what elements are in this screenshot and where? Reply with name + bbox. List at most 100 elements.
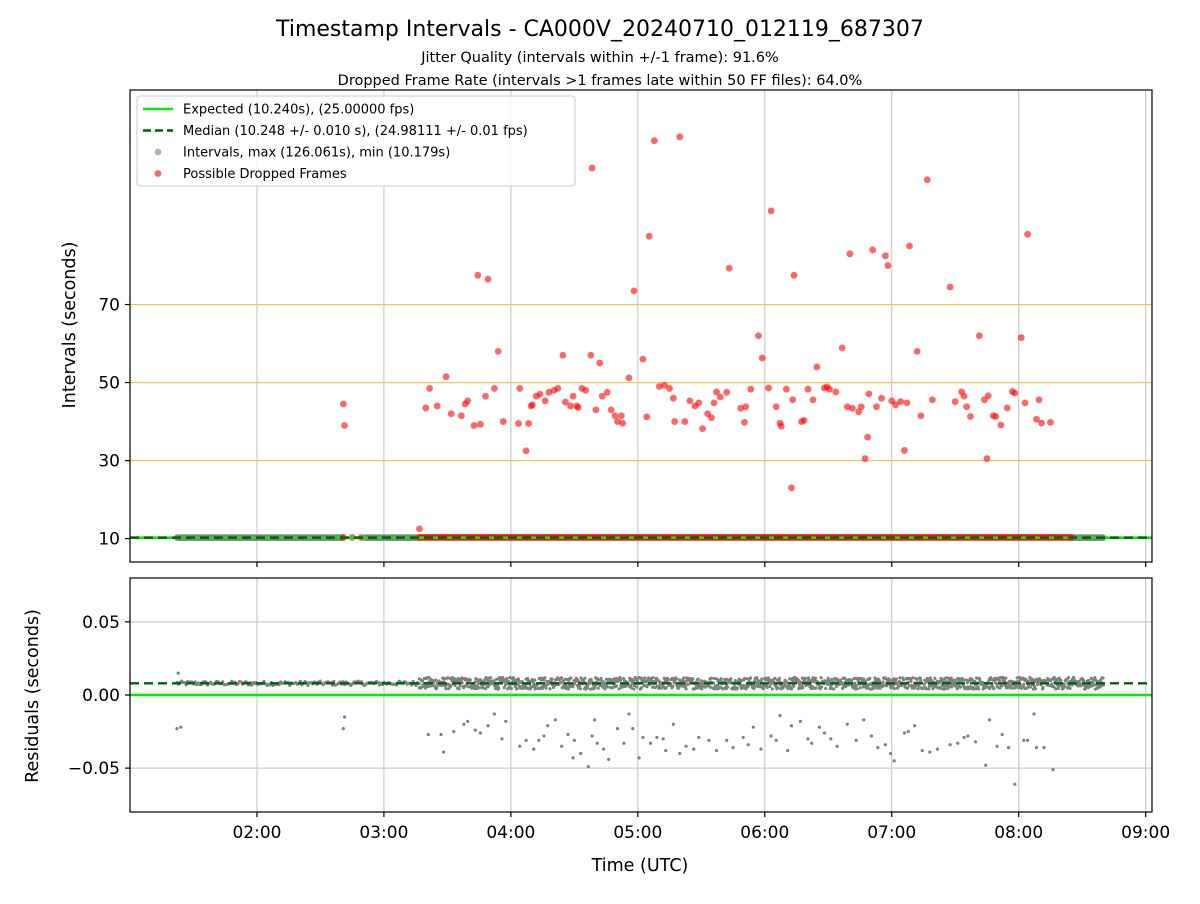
- residual-point: [1101, 676, 1105, 680]
- residual-point: [686, 682, 690, 686]
- dropped-frame-point: [625, 374, 633, 382]
- dropped-frame-point: [992, 413, 1000, 420]
- dropped-frame-point: [447, 410, 455, 418]
- residual-point: [176, 671, 180, 675]
- residual-point: [657, 686, 661, 691]
- residual-point: [666, 678, 670, 682]
- residual-point: [888, 751, 893, 756]
- residual-point: [650, 685, 655, 689]
- dropped-frame-point: [426, 385, 434, 392]
- residual-point: [935, 747, 940, 751]
- dropped-frame-point: [536, 390, 544, 398]
- dropped-frame-point: [541, 397, 549, 405]
- residual-point: [696, 677, 700, 681]
- residual-point: [602, 681, 606, 685]
- dropped-frame-point: [767, 207, 775, 215]
- legend-box: [136, 95, 576, 187]
- dropped-frame-point: [617, 412, 625, 420]
- residual-point: [835, 744, 839, 748]
- residual-point: [572, 738, 576, 742]
- residual-point: [595, 741, 599, 745]
- residual-point: [777, 676, 782, 680]
- residual-point: [578, 687, 583, 691]
- y-tick-label: −0.05: [68, 759, 120, 779]
- residual-point: [1013, 782, 1017, 786]
- y-tick-label: 50: [98, 374, 120, 394]
- residual-point: [822, 731, 827, 735]
- residual-point: [468, 678, 472, 682]
- dropped-frame-point: [892, 401, 899, 409]
- residual-point: [746, 743, 750, 747]
- residual-point: [615, 727, 620, 731]
- x-tick-label: 06:00: [740, 823, 789, 843]
- residual-point: [1015, 676, 1019, 680]
- residual-point: [943, 687, 947, 691]
- dropped-frame-point: [676, 133, 684, 141]
- dropped-frame-point: [482, 392, 489, 400]
- residual-point: [744, 687, 748, 691]
- residual-point: [502, 685, 506, 690]
- residual-point: [1042, 746, 1046, 750]
- residual-point: [492, 679, 496, 683]
- residual-point: [457, 687, 461, 691]
- residual-point: [571, 756, 575, 760]
- residual-point: [446, 676, 450, 680]
- dropped-frame-point: [800, 417, 808, 424]
- dropped-frame-point: [1003, 404, 1011, 412]
- residual-point: [765, 685, 769, 690]
- dropped-frame-point: [857, 403, 865, 411]
- dropped-frame-point: [804, 385, 812, 393]
- residual-point: [524, 738, 528, 742]
- dropped-frame-point: [951, 398, 959, 406]
- residual-point: [546, 724, 550, 728]
- dropped-frame-point: [499, 418, 507, 425]
- residual-point: [1063, 684, 1067, 688]
- dropped-frame-point: [695, 399, 703, 407]
- dropped-frame-point: [592, 406, 600, 414]
- dropped-frame-point: [865, 390, 873, 398]
- residual-point: [715, 683, 720, 687]
- residual-point: [707, 738, 711, 742]
- residual-point: [414, 683, 418, 688]
- residual-point: [999, 684, 1004, 688]
- dropped-frame-point: [832, 388, 840, 396]
- residual-point: [869, 734, 874, 738]
- residual-point: [881, 680, 885, 684]
- residual-point: [1054, 687, 1058, 691]
- dropped-frame-point: [416, 525, 423, 533]
- dropped-frame-point: [917, 412, 925, 420]
- residual-point: [844, 678, 849, 682]
- dropped-frame-point: [997, 421, 1005, 429]
- dropped-frame-point: [686, 397, 694, 405]
- dropped-frame-point: [755, 332, 762, 340]
- residual-point: [817, 725, 821, 729]
- residual-point: [918, 676, 922, 680]
- residual-point: [997, 679, 1001, 683]
- residual-point: [692, 747, 696, 751]
- residual-point: [955, 687, 959, 691]
- residual-point: [1032, 712, 1036, 716]
- residual-point: [741, 735, 745, 740]
- dropped-frame-point: [809, 396, 817, 404]
- residual-point: [515, 687, 519, 691]
- dropped-frame-point: [567, 402, 574, 410]
- residual-point: [745, 677, 749, 681]
- residual-point: [558, 681, 562, 685]
- residual-point: [769, 734, 773, 738]
- residual-point: [684, 687, 688, 691]
- dropped-frame-point: [494, 347, 502, 355]
- residual-point: [877, 679, 882, 683]
- residual-point: [721, 687, 725, 691]
- residual-point: [902, 731, 907, 735]
- residual-point: [462, 722, 466, 726]
- residual-point: [430, 684, 434, 688]
- residual-point: [175, 727, 179, 731]
- residual-point: [896, 685, 900, 689]
- residual-point: [478, 686, 482, 690]
- x-axis-label: Time (UTC): [591, 856, 689, 876]
- dropped-frame-point: [772, 403, 780, 411]
- residual-point: [719, 677, 723, 681]
- residual-point: [441, 750, 446, 754]
- dropped-frame-point: [442, 373, 450, 381]
- residual-point: [506, 679, 510, 683]
